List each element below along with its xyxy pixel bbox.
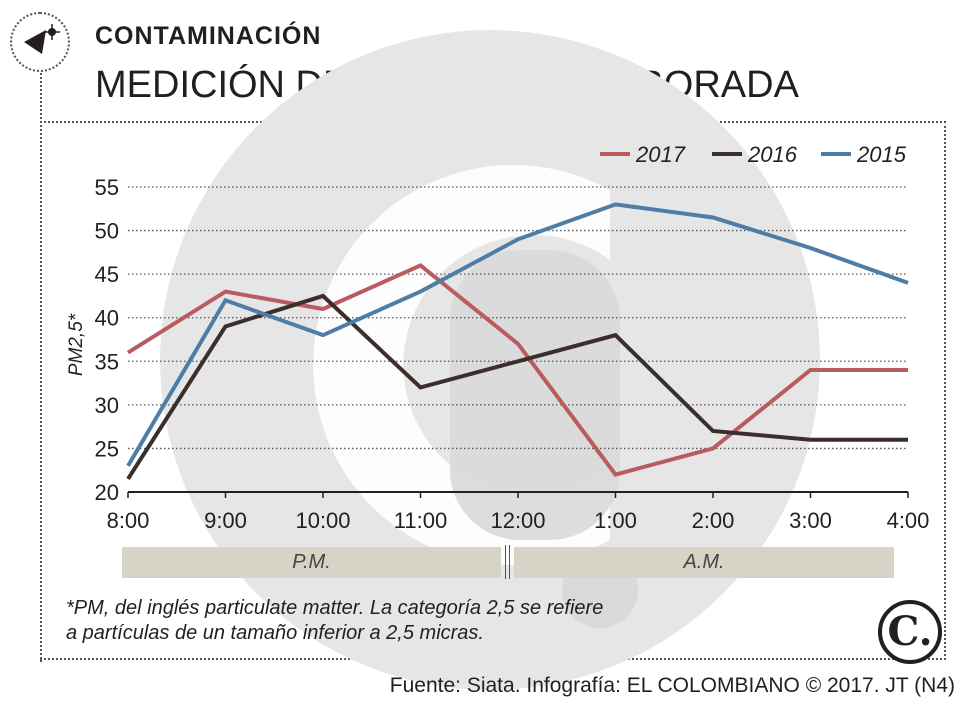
x-tick-label: 8:00: [107, 508, 150, 533]
series-line-2015: [126, 202, 909, 467]
x-tick-label: 4:00: [887, 508, 930, 533]
legend: 2017 2016 2015: [600, 142, 907, 167]
brand-logo-icon: C.: [878, 600, 942, 664]
back-arrow-logo-icon: [10, 12, 70, 72]
legend-label-2017: 2017: [635, 142, 686, 167]
x-axis-ticks: 8:00 9:00 10:00 11:00 12:00 1:00 2:00 3:00 4:00: [107, 492, 930, 533]
y-tick-label: 25: [95, 436, 119, 461]
x-tick-label: 3:00: [789, 508, 832, 533]
frame-left-line: [40, 70, 42, 662]
series-lines: [126, 202, 909, 481]
legend-label-2016: 2016: [747, 142, 798, 167]
x-tick-label: 9:00: [204, 508, 247, 533]
footnote-line-2: a partículas de un tamaño inferior a 2,5…: [66, 622, 484, 644]
footnote: *PM, del inglés particulate matter. La c…: [66, 596, 603, 646]
x-tick-label: 2:00: [692, 508, 735, 533]
watermark-logo: [160, 30, 820, 690]
y-axis-ticks: 20 25 30 35 40 45 50 55: [95, 175, 119, 505]
period-pm: P.M.: [122, 547, 501, 578]
x-tick-label: 11:00: [394, 508, 447, 533]
y-tick-label: 30: [95, 393, 119, 418]
period-separator: [505, 545, 510, 579]
y-tick-label: 55: [95, 175, 119, 200]
y-tick-label: 35: [95, 349, 119, 374]
source-credit: Fuente: Siata. Infografía: EL COLOMBIANO…: [389, 674, 955, 697]
x-tick-label: 12:00: [490, 508, 545, 533]
footnote-line-1: *PM, del inglés particulate matter. La c…: [66, 597, 604, 619]
x-tick-label: 10:00: [295, 508, 350, 533]
period-am: A.M.: [514, 547, 894, 578]
series-line-2016: [126, 293, 908, 481]
y-tick-label: 45: [95, 262, 119, 287]
y-tick-label: 40: [95, 306, 119, 331]
section-kicker: CONTAMINACIÓN: [95, 22, 322, 50]
y-tick-label: 50: [95, 219, 119, 244]
legend-label-2015: 2015: [856, 142, 907, 167]
x-tick-label: 1:00: [594, 508, 637, 533]
series-line-2017: [126, 263, 908, 477]
y-axis-label: PM2,5*: [66, 313, 87, 376]
y-tick-label: 20: [95, 480, 119, 505]
